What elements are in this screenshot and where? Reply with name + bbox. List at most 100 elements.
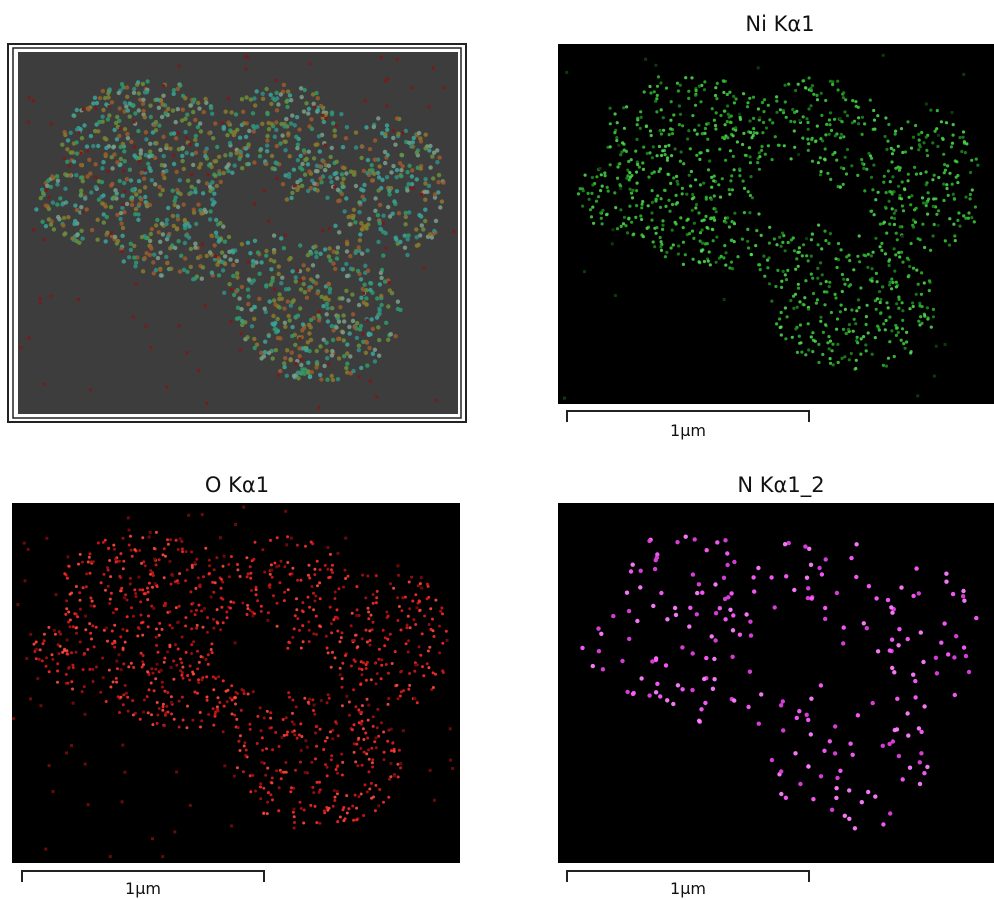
signal-dot [748,620,752,624]
signal-dot [835,328,838,331]
signal-dot [308,577,311,580]
signal-dot [155,218,159,222]
signal-dot [158,148,162,152]
signal-dot [70,592,73,595]
signal-dot [255,586,258,589]
signal-dot [787,241,790,244]
signal-dot [821,273,824,276]
signal-dot [332,618,335,621]
signal-dot [943,171,946,174]
signal-dot [691,651,695,655]
signal-dot [865,349,868,352]
signal-dot [653,90,656,93]
signal-dot [695,89,698,92]
noise-dot [118,653,121,656]
signal-dot [857,298,860,301]
signal-dot [827,335,830,338]
signal-dot [808,76,811,79]
signal-dot [873,119,876,122]
signal-dot [264,249,268,253]
signal-dot [648,151,651,154]
signal-dot [332,805,335,808]
signal-dot [297,346,301,350]
noise-dot [380,56,383,59]
signal-dot [189,590,192,593]
signal-dot [850,164,853,167]
signal-dot [246,607,249,610]
signal-dot [367,617,370,620]
signal-dot [795,716,799,720]
noise-dot [422,266,425,269]
signal-dot [361,287,365,291]
signal-dot [961,589,965,593]
signal-dot [67,667,70,670]
signal-dot [160,222,164,226]
noise-dot [273,288,276,291]
signal-dot [838,769,842,773]
signal-dot [891,175,894,178]
signal-dot [856,341,859,344]
signal-dot [319,728,322,731]
signal-dot [687,624,691,628]
signal-dot [732,560,736,564]
signal-dot [941,137,944,140]
signal-dot [732,698,736,702]
signal-dot [355,585,358,588]
signal-dot [303,290,307,294]
signal-dot [217,155,221,159]
signal-dot [625,105,628,108]
signal-dot [623,127,626,130]
signal-dot [819,282,822,285]
signal-dot [657,170,660,173]
signal-dot [932,315,935,318]
signal-dot [108,669,111,672]
signal-dot [433,192,437,196]
signal-dot [373,209,377,213]
signal-dot [381,253,385,257]
noise-dot [25,657,28,660]
signal-dot [784,796,788,800]
signal-dot [926,154,929,157]
signal-dot [368,332,372,336]
signal-dot [710,217,713,220]
signal-dot [677,244,680,247]
signal-dot [181,146,185,150]
noise-dot [210,596,213,599]
signal-dot [671,702,675,706]
signal-dot [793,120,796,123]
signal-dot [326,306,330,310]
signal-dot [158,268,162,272]
signal-dot [259,797,262,800]
signal-dot [270,122,274,126]
signal-dot [271,576,274,579]
signal-dot [969,171,972,174]
signal-dot [660,240,663,243]
signal-dot [652,145,655,148]
signal-dot [856,336,859,339]
noise-dot [128,529,131,532]
signal-dot [120,587,123,590]
noise-dot [396,58,399,61]
signal-dot [741,143,744,146]
signal-dot [272,250,276,254]
signal-dot [331,338,335,342]
signal-dot [270,726,273,729]
signal-dot [666,173,669,176]
signal-dot [249,577,252,580]
signal-dot [179,254,183,258]
noise-dot [364,99,367,102]
signal-dot [301,322,305,326]
signal-dot [599,211,602,214]
signal-dot [217,238,221,242]
signal-dot [290,351,294,355]
signal-dot [752,589,756,593]
signal-dot [251,111,255,115]
signal-dot [809,697,813,701]
noise-dot [402,729,405,732]
signal-dot [677,252,680,255]
signal-dot [695,591,699,595]
signal-dot [323,809,326,812]
signal-dot [204,547,207,550]
noise-dot [178,65,181,68]
signal-dot [641,203,644,206]
